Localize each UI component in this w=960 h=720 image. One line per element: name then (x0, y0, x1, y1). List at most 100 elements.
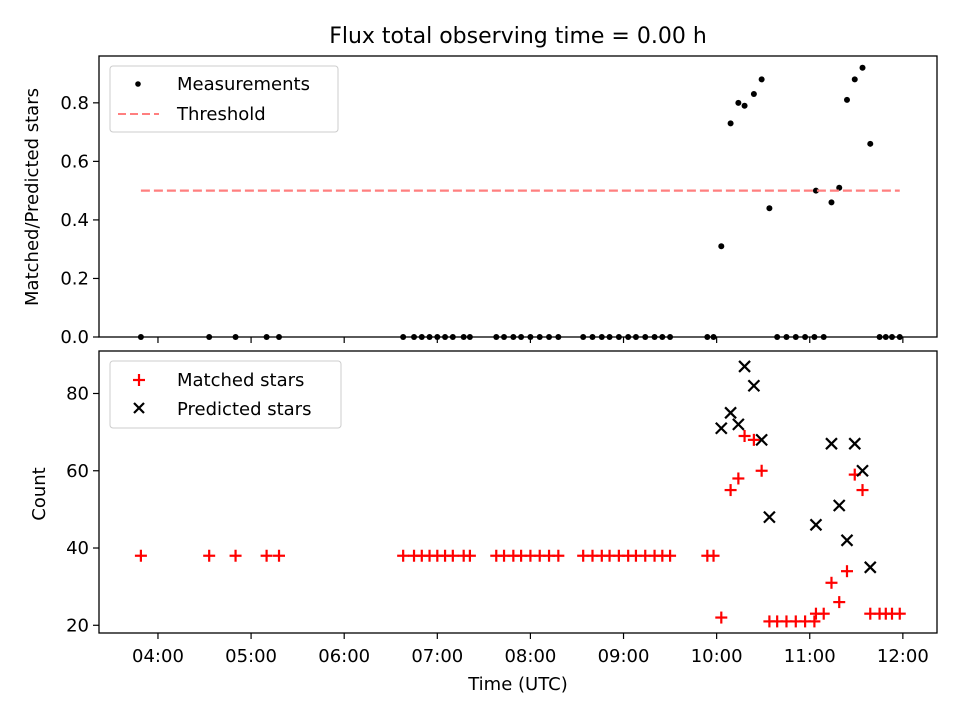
predicted-star-point (832, 499, 846, 512)
measurement-point (876, 334, 883, 340)
matched-star-point (856, 484, 869, 497)
bottom-y-ticks: 20 40 60 80 (66, 383, 99, 636)
y-tick-label: 60 (66, 461, 89, 482)
predicted-star-point (732, 418, 745, 431)
measurement-point (546, 334, 553, 340)
measurement-point (843, 96, 850, 103)
measurement-point (606, 334, 613, 340)
measurement-point (615, 334, 622, 340)
predicted-star-point (825, 437, 838, 450)
measurement-point (598, 334, 605, 340)
predicted-star-point (856, 464, 869, 478)
measurement-point (836, 184, 843, 191)
legend-matched-label: Matched stars (177, 370, 304, 391)
measurement-point (811, 334, 818, 340)
measurement-point (263, 334, 270, 340)
measurement-point (589, 334, 596, 340)
legend-predicted-marker (133, 402, 145, 414)
y-tick-label: 0.8 (60, 93, 89, 114)
measurement-point (802, 334, 809, 340)
matched-star-point (724, 484, 737, 497)
measurement-point (536, 334, 543, 340)
y-tick-label: 0.2 (60, 268, 89, 289)
matched-star-point (808, 615, 821, 628)
top-legend-box (109, 65, 339, 133)
measurement-point (727, 120, 734, 127)
top-axes: 0.00.20.40.60.8 Matched/Predicted stars … (22, 55, 938, 348)
matched-star-point (664, 549, 677, 562)
bottom-legend-box (109, 360, 342, 429)
x-tick-label: 10:00 (691, 646, 743, 667)
predicted-star-point (715, 421, 728, 435)
predicted-star-point (755, 433, 768, 447)
measurement-point (659, 334, 666, 340)
bottom-legend: Matched stars Predicted stars (109, 360, 342, 429)
chart-title: Flux total observing time = 0.00 h (329, 24, 707, 49)
x-tick-label: 04:00 (132, 646, 184, 667)
x-tick-label: 06:00 (318, 646, 370, 667)
measurement-point (527, 334, 534, 340)
x-tick-label: 12:00 (877, 646, 929, 667)
bottom-x-ticks: 04:00 05:00 06:00 07:00 08:00 09:00 10:00 11:00… (132, 633, 929, 667)
measurement-point (867, 140, 874, 147)
measurement-point (493, 334, 500, 340)
bottom-y-axis-label: Count (29, 467, 50, 520)
measurement-point (642, 334, 649, 340)
x-axis-label: Time (UTC) (467, 674, 568, 695)
matched-star-point (463, 549, 476, 562)
predicted-star-point (738, 360, 751, 373)
measurement-point (704, 334, 711, 340)
bottom-axes: 20 40 60 80 04:00 05:00 06:00 07:00 08:00 09:00 1… (29, 350, 938, 695)
legend-threshold-label: Threshold (176, 104, 266, 125)
x-tick-label: 07:00 (411, 646, 463, 667)
top-y-ticks: 0.0 0.2 0.4 0.6 0.8 (60, 93, 99, 348)
y-tick-label: 0.0 (60, 327, 89, 348)
measurement-point (792, 334, 799, 340)
matched-star-point (825, 576, 838, 589)
matched-star-point (134, 549, 147, 562)
measurement-point (783, 334, 790, 340)
bottom-axes-frame (98, 350, 938, 634)
matched-star-point (840, 565, 853, 578)
measurement-point (851, 76, 858, 83)
measurement-point (882, 334, 889, 340)
matched-star-point (747, 433, 760, 446)
measurement-point (510, 334, 517, 340)
x-tick-label: 08:00 (504, 646, 556, 667)
measurement-point (466, 334, 473, 340)
matched-star-point (893, 607, 906, 620)
x-tick-label: 09:00 (598, 646, 650, 667)
measurement-point (632, 334, 639, 340)
measurement-point (774, 334, 781, 340)
measurement-point (750, 91, 757, 98)
measurement-point (411, 334, 418, 340)
top-data (137, 64, 903, 340)
top-axes-frame (98, 55, 938, 338)
predicted-star-point (840, 534, 854, 547)
measurement-point (206, 334, 213, 340)
measurement-point (888, 334, 895, 340)
legend-predicted-label: Predicted stars (177, 399, 311, 420)
predicted-star-point (809, 518, 823, 532)
measurement-point (400, 334, 407, 340)
matched-star-point (446, 549, 459, 562)
measurement-point (718, 243, 725, 250)
measurement-point (518, 334, 525, 340)
measurement-point (580, 334, 587, 340)
y-tick-label: 0.6 (60, 151, 89, 172)
bottom-data (134, 360, 906, 628)
y-tick-label: 40 (66, 538, 89, 559)
y-tick-label: 20 (66, 615, 89, 636)
matched-star-point (833, 596, 846, 609)
measurement-point (442, 334, 449, 340)
top-legend: Measurements Threshold (109, 65, 339, 133)
measurement-point (276, 334, 283, 340)
x-tick-label: 05:00 (225, 646, 277, 667)
matched-star-point (738, 429, 751, 442)
matched-star-point (260, 549, 273, 562)
matched-star-point (273, 549, 286, 562)
legend-measurements-marker (135, 81, 141, 87)
measurement-point (501, 334, 508, 340)
measurement-point (741, 102, 748, 109)
